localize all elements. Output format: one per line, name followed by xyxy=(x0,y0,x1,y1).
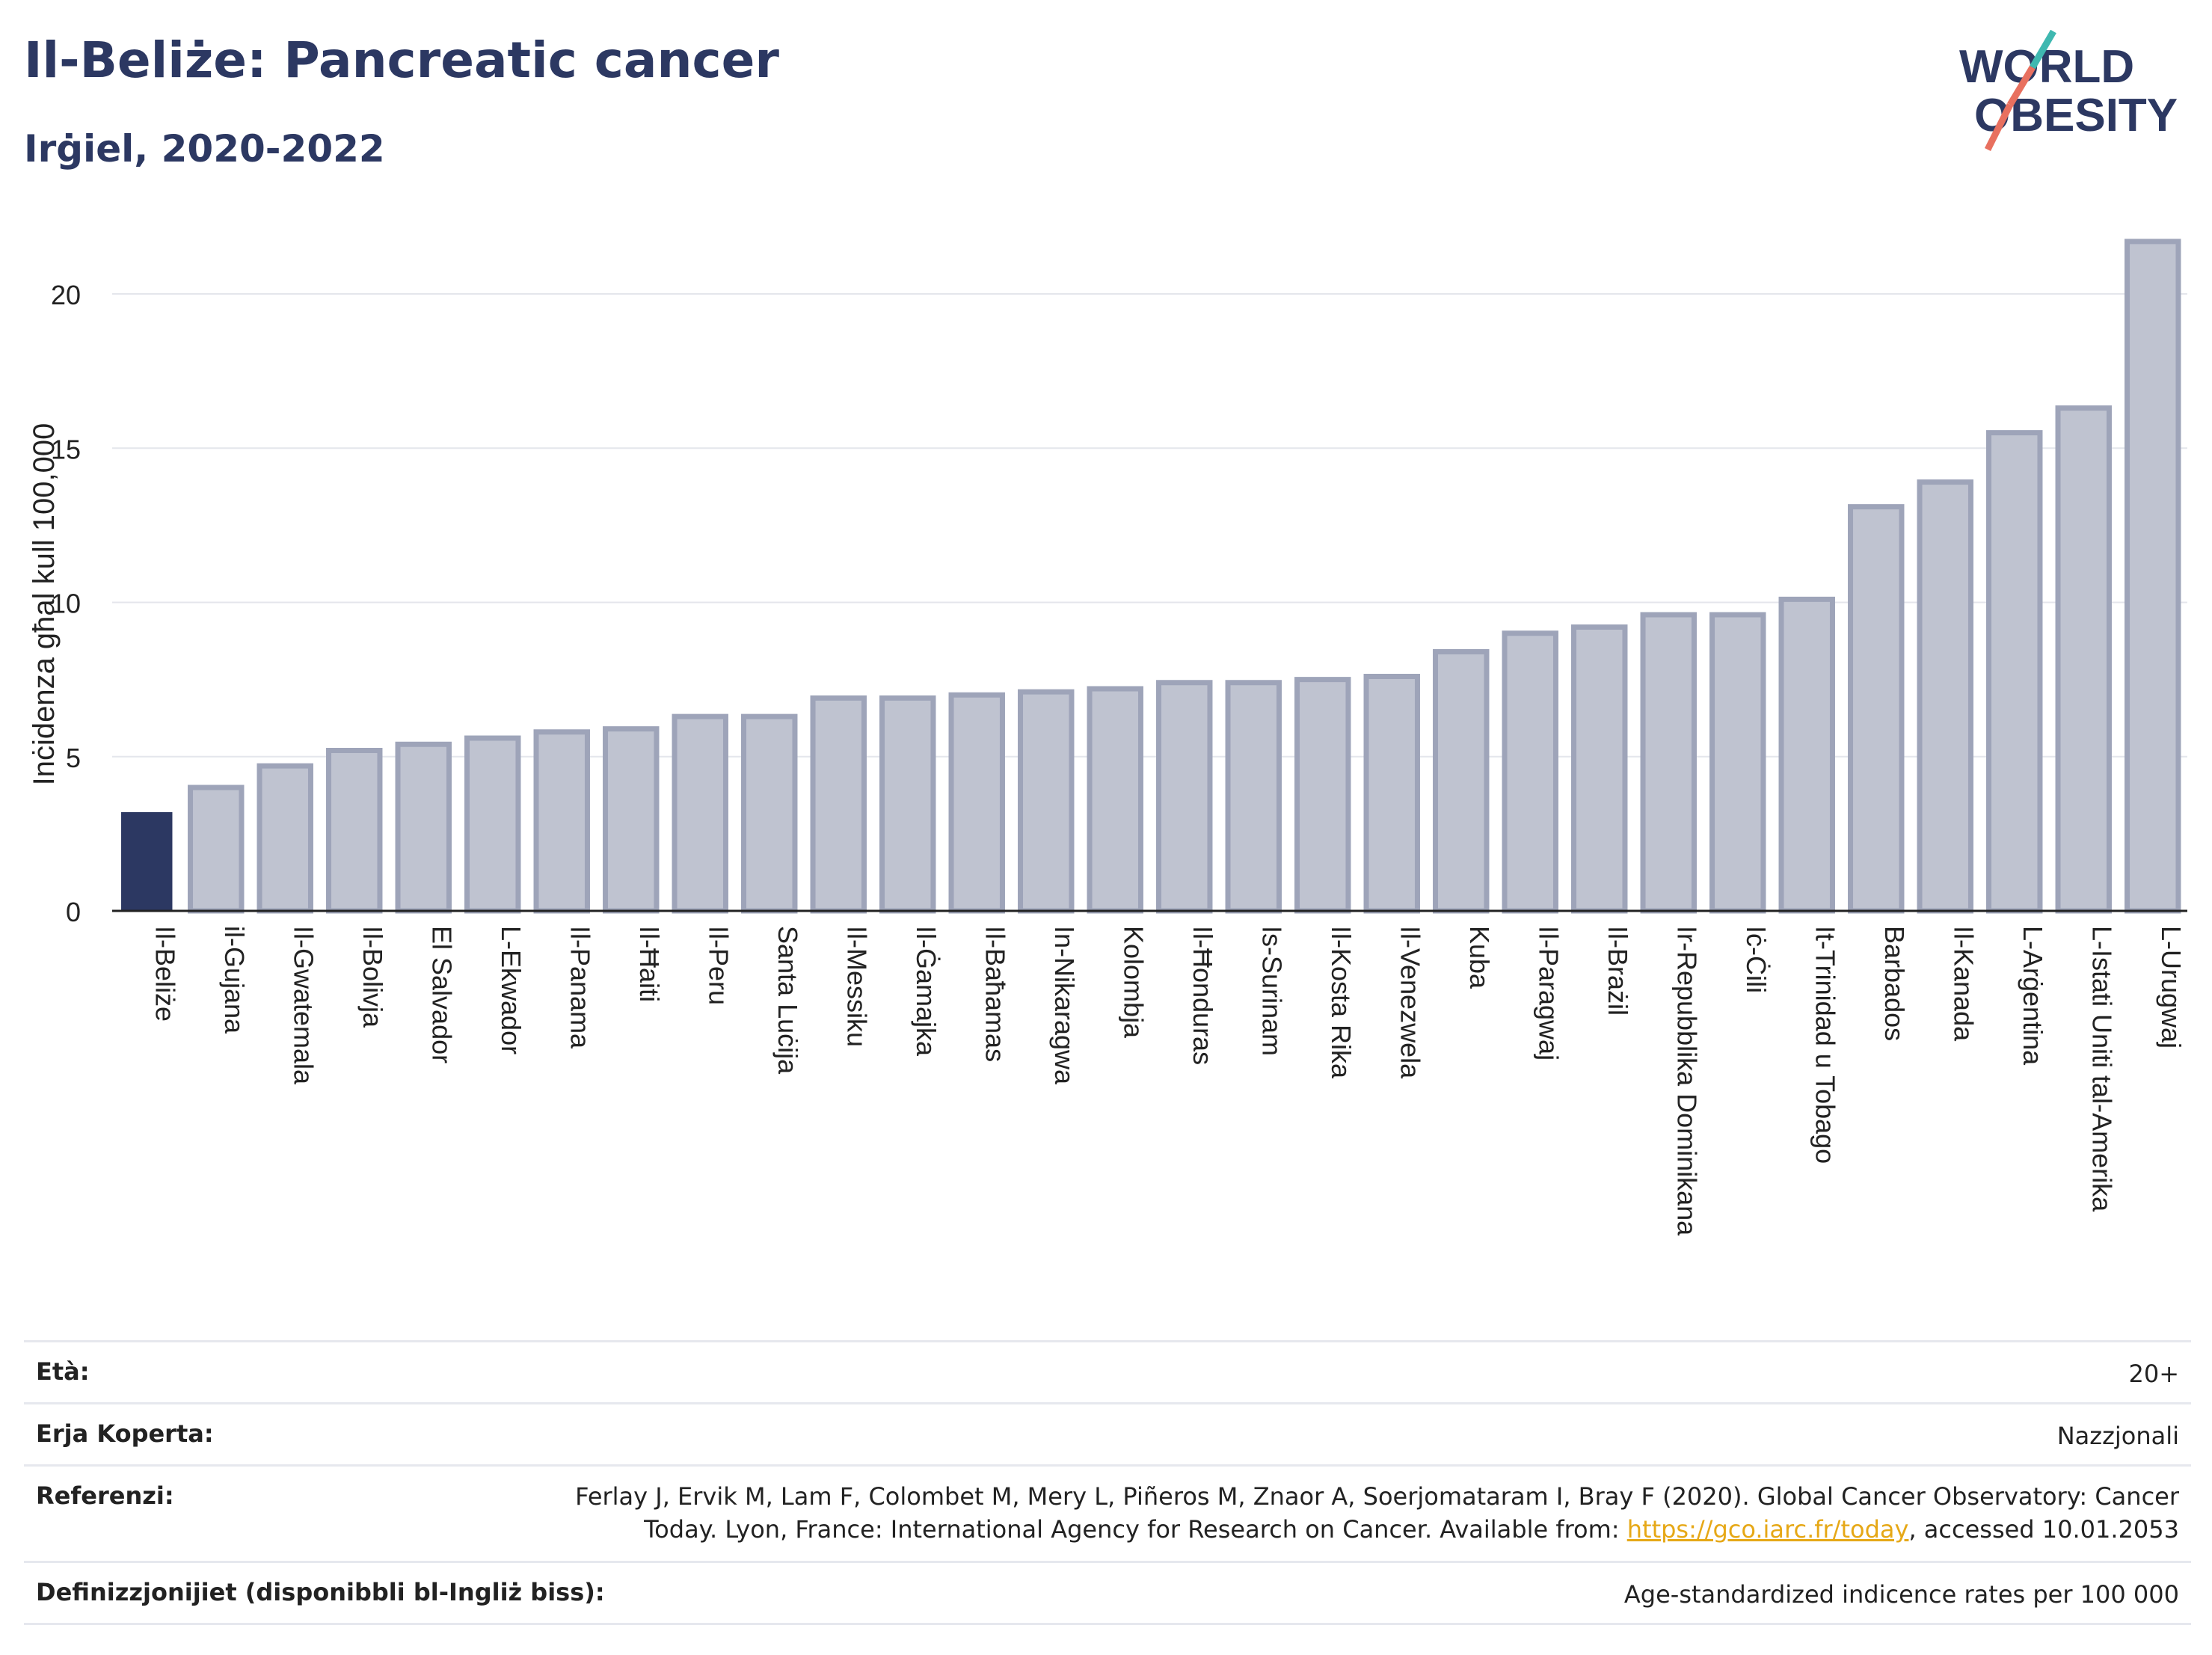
axes: 0 5 10 15 20 Il-Beliże il-Gujana Il-Gwatemala Il… xyxy=(51,280,2187,1236)
x-tick-label: Il-Kanada xyxy=(1948,926,1979,1042)
age-value: 20+ xyxy=(2128,1360,2179,1388)
bar xyxy=(603,726,660,914)
x-tick-label: Il-Kosta Rika xyxy=(1326,926,1357,1079)
meta-row-age: Età: 20+ xyxy=(24,1340,2191,1402)
y-axis-label: Inċidenza għal kull 100,000 xyxy=(28,423,61,786)
x-tick-label: Il-Beliże xyxy=(150,926,180,1022)
bar xyxy=(1778,596,1835,914)
bar xyxy=(2055,405,2112,914)
bar xyxy=(1502,630,1558,914)
y-tick-label: 10 xyxy=(51,589,81,619)
logo-slash-red-lower xyxy=(1984,102,2014,152)
y-tick-label: 20 xyxy=(51,280,81,310)
x-tick-label: L-Ekwador xyxy=(496,926,526,1054)
bar xyxy=(741,713,798,914)
references-label: Referenzi: xyxy=(36,1481,174,1510)
gridlines xyxy=(112,293,2187,758)
x-tick-label: L-Arġentina xyxy=(2018,926,2048,1066)
bar xyxy=(810,695,867,914)
reference-link[interactable]: https://gco.iarc.fr/today xyxy=(1626,1515,1909,1544)
y-tick-label: 5 xyxy=(66,743,81,773)
bar xyxy=(1917,479,1973,914)
bar xyxy=(1709,612,1766,914)
x-tick-label: It-Trinidad u Tobago xyxy=(1810,926,1840,1164)
x-tick-label: Il-Baħamas xyxy=(980,926,1010,1062)
area-label: Erja Koperta: xyxy=(36,1419,214,1448)
bar xyxy=(1571,624,1628,914)
bar xyxy=(2125,239,2181,914)
reference-text-2: Today. Lyon, France: International Agenc… xyxy=(644,1515,1627,1544)
logo-slash-teal xyxy=(2030,30,2056,70)
x-tick-label: Il-Paragwaj xyxy=(1533,926,1564,1060)
definitions-value: Age-standardized indicence rates per 100… xyxy=(1623,1580,2179,1609)
bar xyxy=(464,735,521,914)
bar xyxy=(672,713,728,914)
x-tick-label: In-Nikaragwa xyxy=(1049,926,1080,1085)
x-tick-label: Il-Ħaiti xyxy=(634,926,665,1002)
bar xyxy=(1156,680,1213,914)
x-tick-label: Il-Peru xyxy=(703,926,734,1005)
bar xyxy=(1018,689,1075,914)
y-tick-label: 0 xyxy=(66,897,81,927)
area-value: Nazzjonali xyxy=(2056,1422,2179,1450)
x-tick-label: Il-Bolivja xyxy=(357,926,388,1028)
logo-text-world: WORLD xyxy=(1959,41,2134,93)
reference-text-3: , accessed 10.01.2053 xyxy=(1908,1515,2179,1544)
x-tick-label: L-Urugwaj xyxy=(2156,926,2187,1048)
bar xyxy=(1225,680,1282,914)
bar xyxy=(188,784,245,914)
x-tick-label: Il-Ġamajka xyxy=(911,926,941,1057)
logo-slash-red xyxy=(2007,65,2036,107)
bar xyxy=(1986,430,2043,914)
x-tick-label: Il-Gwatemala xyxy=(288,926,319,1085)
bar xyxy=(879,695,936,914)
bar xyxy=(1640,612,1697,914)
bar xyxy=(121,812,173,911)
bar xyxy=(533,729,590,914)
x-tick-label: Il-Venezwela xyxy=(1395,926,1425,1079)
meta-row-area: Erja Koperta: Nazzjonali xyxy=(24,1402,2191,1464)
x-tick-label: Barbados xyxy=(1879,926,1910,1041)
meta-row-references: Referenzi: Ferlay J, Ervik M, Lam F, Col… xyxy=(24,1464,2191,1561)
age-label: Età: xyxy=(36,1357,90,1386)
bar xyxy=(1848,504,1905,914)
x-tick-label: Il-Panama xyxy=(565,926,595,1049)
x-tick-label: Kolombja xyxy=(1118,926,1149,1039)
x-tick-label: Santa Luċija xyxy=(772,926,803,1075)
chart-subtitle: Irġiel, 2020-2022 xyxy=(24,127,385,171)
bar xyxy=(1294,677,1351,914)
chart-title: Il-Beliże: Pancreatic cancer xyxy=(24,31,779,89)
bar xyxy=(1087,686,1143,914)
x-tick-label: il-Gujana xyxy=(219,926,250,1034)
bar xyxy=(1433,649,1490,914)
x-tick-label: Il-Ħonduras xyxy=(1188,926,1218,1065)
x-tick-label: Il-Messiku xyxy=(841,926,872,1047)
x-tick-label: Ir-Repubblika Dominikana xyxy=(1671,926,1702,1236)
y-tick-label: 15 xyxy=(51,434,81,464)
bar xyxy=(256,763,313,914)
bar xyxy=(326,748,383,914)
bars xyxy=(121,239,2181,914)
bar xyxy=(1363,674,1420,914)
bar-chart: 0 5 10 15 20 Il-Beliże il-Gujana Il-Gwatemala Il… xyxy=(28,239,2187,1236)
bar xyxy=(395,741,452,914)
bar xyxy=(948,692,1005,914)
x-tick-label: L-Istati Uniti tal-Amerika xyxy=(2086,926,2117,1212)
x-tick-label: Is-Surinam xyxy=(1256,926,1287,1056)
metadata-table: Età: 20+ Erja Koperta: Nazzjonali Refere… xyxy=(24,1340,2191,1625)
references-value: Ferlay J, Ervik M, Lam F, Colombet M, Me… xyxy=(575,1480,2179,1546)
x-tick-label: Kuba xyxy=(1464,926,1495,989)
world-obesity-logo: WORLD OBESITY xyxy=(1959,30,2178,152)
meta-row-definitions: Definizzjonijiet (disponibbli bl-Ingliż … xyxy=(24,1561,2191,1625)
definitions-label: Definizzjonijiet (disponibbli bl-Ingliż … xyxy=(36,1578,605,1606)
x-tick-label: El Salvador xyxy=(426,926,457,1063)
x-tick-label: Il-Brażil xyxy=(1603,926,1633,1016)
reference-text-1: Ferlay J, Ervik M, Lam F, Colombet M, Me… xyxy=(575,1482,2179,1511)
x-tick-label: Iċ-Ċili xyxy=(1741,926,1772,993)
